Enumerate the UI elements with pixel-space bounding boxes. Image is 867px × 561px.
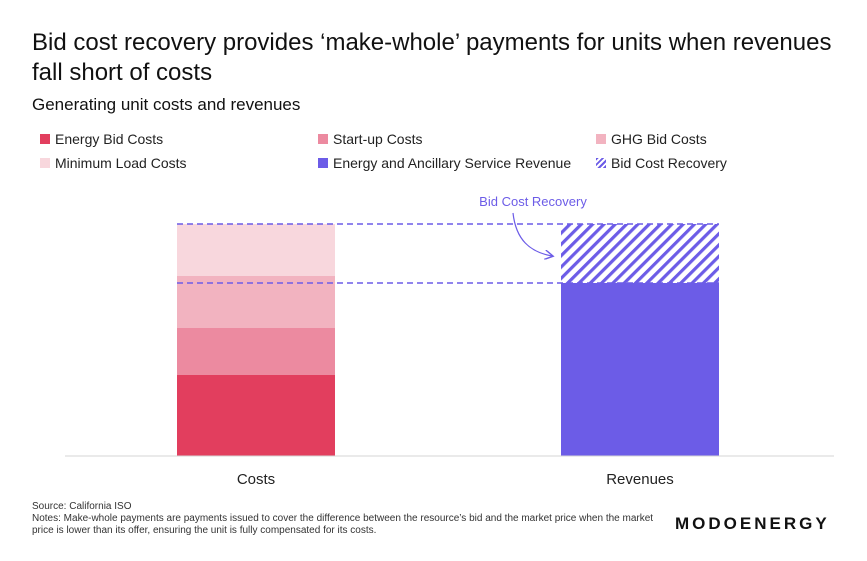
legend-swatch [596, 134, 606, 144]
legend-label: Minimum Load Costs [55, 155, 187, 171]
chart-subtitle: Generating unit costs and revenues [32, 95, 301, 114]
legend-swatch [318, 158, 328, 168]
legend-item-energy-bid-costs: Energy Bid Costs [40, 131, 163, 147]
legend-label: Energy and Ancillary Service Revenue [333, 155, 572, 171]
x-tick-label-costs: Costs [237, 471, 275, 488]
reference-lines [177, 223, 719, 284]
legend-item-revenue: Energy and Ancillary Service Revenue [318, 155, 571, 171]
legend-label: Energy Bid Costs [55, 131, 164, 147]
bar-costs-minimum-load-costs [177, 224, 335, 276]
bar-costs-energy-bid-costs [177, 375, 335, 456]
legend-swatch [318, 134, 328, 144]
brand-logo: MODOENERGY [675, 514, 830, 533]
legend-swatch [40, 158, 50, 168]
legend-label: Bid Cost Recovery [611, 155, 727, 171]
bar-revenues-energy-and-ancillary-service-revenue [561, 283, 719, 456]
annotation-arrow [512, 212, 552, 256]
legend-label: Start-up Costs [333, 131, 423, 147]
bar-costs-start-up-costs [177, 328, 335, 375]
bar-revenues-bid-cost-recovery [561, 224, 719, 283]
legend-item-start-up-costs: Start-up Costs [318, 131, 422, 147]
legend-item-minimum-load-costs: Minimum Load Costs [40, 155, 187, 171]
bar-costs-ghg-bid-costs [177, 276, 335, 328]
legend-label: GHG Bid Costs [611, 131, 707, 147]
x-tick-label-revenues: Revenues [606, 471, 674, 488]
legend-swatch [40, 134, 50, 144]
legend-item-bid-cost-recovery: Bid Cost Recovery [596, 155, 727, 171]
notes-text: Notes: Make-whole payments are payments … [32, 513, 654, 536]
source-text: Source: California ISO [32, 501, 132, 512]
bar-group [177, 224, 719, 456]
footer: Source: California ISO Notes: Make-whole… [32, 501, 672, 537]
legend-item-ghg-bid-costs: GHG Bid Costs [596, 131, 707, 147]
annotation-bid-cost-recovery: Bid Cost Recovery [479, 194, 587, 209]
chart-title: Bid cost recovery provides ‘make-whole’ … [32, 29, 832, 86]
legend-swatch-hatched [596, 158, 606, 168]
